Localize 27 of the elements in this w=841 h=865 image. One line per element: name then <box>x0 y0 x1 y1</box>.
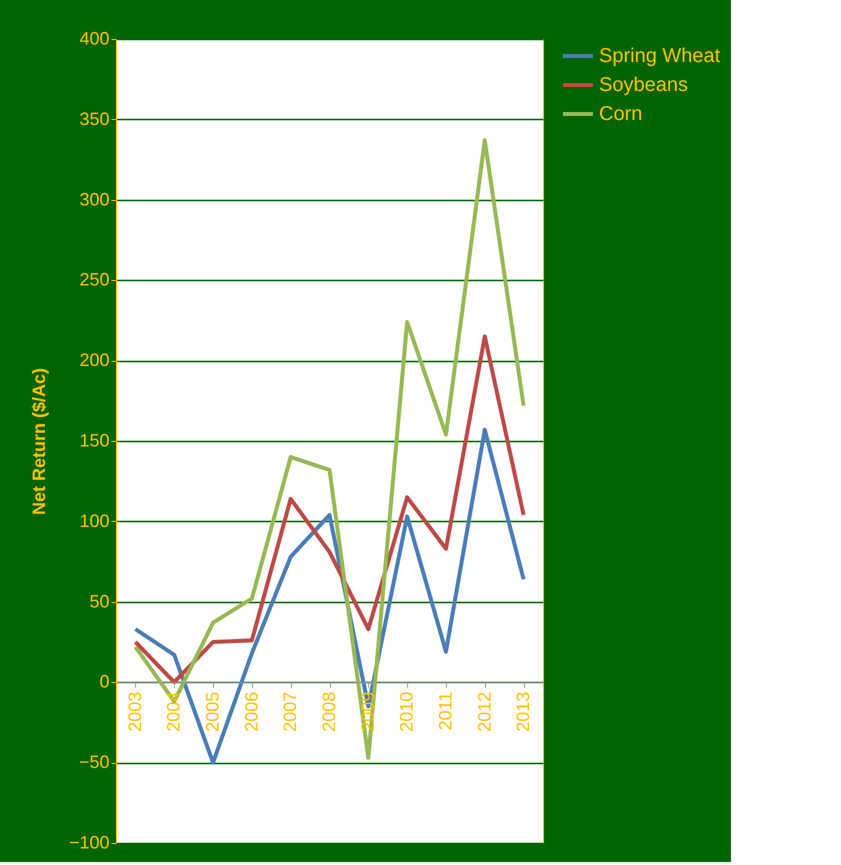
y-tick-label: 350 <box>79 108 110 129</box>
legend-label: Spring Wheat <box>599 45 721 67</box>
y-tick-label: 400 <box>79 28 110 48</box>
legend-label: Corn <box>599 103 642 125</box>
x-tick-label: 2009 <box>358 692 378 732</box>
x-tick-label: 2008 <box>319 692 339 732</box>
x-tick-label: 2012 <box>474 692 494 732</box>
x-tick-label: 2013 <box>513 692 534 732</box>
y-tick-label: 200 <box>79 350 110 370</box>
y-tick-label: 50 <box>89 591 110 612</box>
x-tick-label: 2011 <box>435 692 456 730</box>
legend-label: Soybeans <box>599 74 688 96</box>
x-tick-label: 2006 <box>241 692 262 732</box>
x-tick-label: 2003 <box>124 692 145 732</box>
y-tick-label: 300 <box>79 189 110 210</box>
y-tick-label: −50 <box>78 752 110 772</box>
y-axis-title: Net Return ($/Ac) <box>28 368 49 516</box>
y-tick-label: 250 <box>79 270 110 290</box>
x-tick-label: 2004 <box>164 692 184 732</box>
line-series <box>133 334 526 684</box>
x-tick-label: 2007 <box>280 692 300 732</box>
y-tick-label: 150 <box>79 430 110 450</box>
y-tick-label: 0 <box>99 672 110 692</box>
y-tick-label: 100 <box>79 510 110 531</box>
y-tick-label: −100 <box>68 832 110 852</box>
x-tick-label: 2005 <box>202 692 223 732</box>
x-tick-label: 2010 <box>396 692 417 732</box>
